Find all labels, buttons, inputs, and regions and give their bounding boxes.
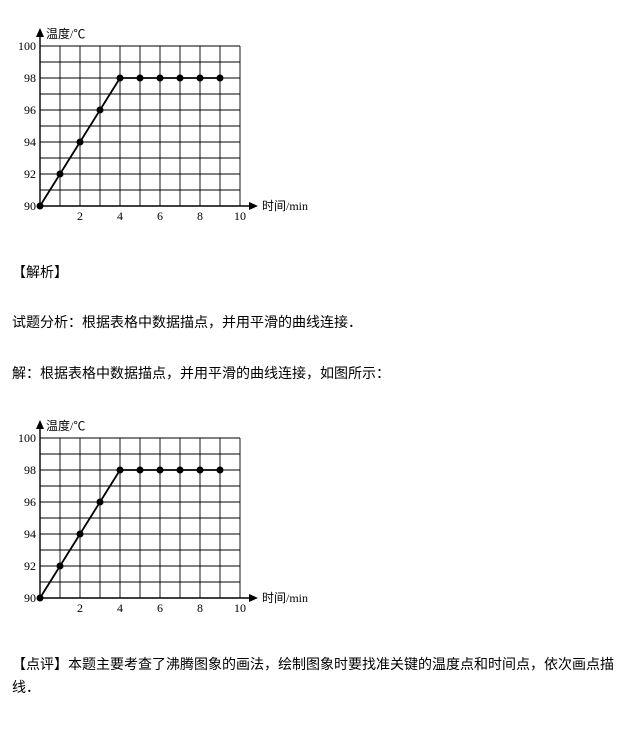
svg-text:100: 100 <box>18 39 36 53</box>
svg-text:8: 8 <box>197 209 203 223</box>
svg-text:96: 96 <box>24 103 36 117</box>
svg-text:90: 90 <box>24 199 36 213</box>
svg-text:2: 2 <box>77 601 83 615</box>
svg-text:94: 94 <box>24 527 36 541</box>
svg-text:6: 6 <box>157 601 163 615</box>
svg-text:100: 100 <box>18 431 36 445</box>
svg-text:4: 4 <box>117 209 123 223</box>
svg-text:92: 92 <box>24 559 36 573</box>
svg-text:时间/min: 时间/min <box>262 591 308 605</box>
svg-text:98: 98 <box>24 71 36 85</box>
svg-text:温度/℃: 温度/℃ <box>46 26 85 41</box>
svg-text:10: 10 <box>234 601 246 615</box>
svg-text:96: 96 <box>24 495 36 509</box>
comment-header: 【点评】 <box>12 658 68 673</box>
svg-text:98: 98 <box>24 463 36 477</box>
svg-text:94: 94 <box>24 135 36 149</box>
comment-text: 【点评】本题主要考查了沸腾图象的画法，绘制图象时要找准关键的温度点和时间点，依次… <box>12 655 618 700</box>
svg-text:10: 10 <box>234 209 246 223</box>
svg-text:温度/℃: 温度/℃ <box>46 418 85 433</box>
svg-text:4: 4 <box>117 601 123 615</box>
svg-text:92: 92 <box>24 167 36 181</box>
svg-text:90: 90 <box>24 591 36 605</box>
svg-text:时间/min: 时间/min <box>262 199 308 213</box>
comment-body: 本题主要考查了沸腾图象的画法，绘制图象时要找准关键的温度点和时间点，依次画点描线… <box>12 658 614 695</box>
svg-text:8: 8 <box>197 601 203 615</box>
chart-2: 90 92 94 96 98 100 2 4 6 8 10 温度/℃ 时间/min <box>12 414 618 625</box>
svg-text:2: 2 <box>77 209 83 223</box>
section-header: 【解析】 <box>12 263 618 285</box>
svg-text:6: 6 <box>157 209 163 223</box>
analysis-text: 试题分析：根据表格中数据描点，并用平滑的曲线连接． <box>12 313 618 335</box>
solution-text: 解：根据表格中数据描点，并用平滑的曲线连接，如图所示： <box>12 364 618 386</box>
chart-1: 90 92 94 96 98 100 2 4 6 8 10 温度/℃ 时间/min <box>12 22 618 233</box>
